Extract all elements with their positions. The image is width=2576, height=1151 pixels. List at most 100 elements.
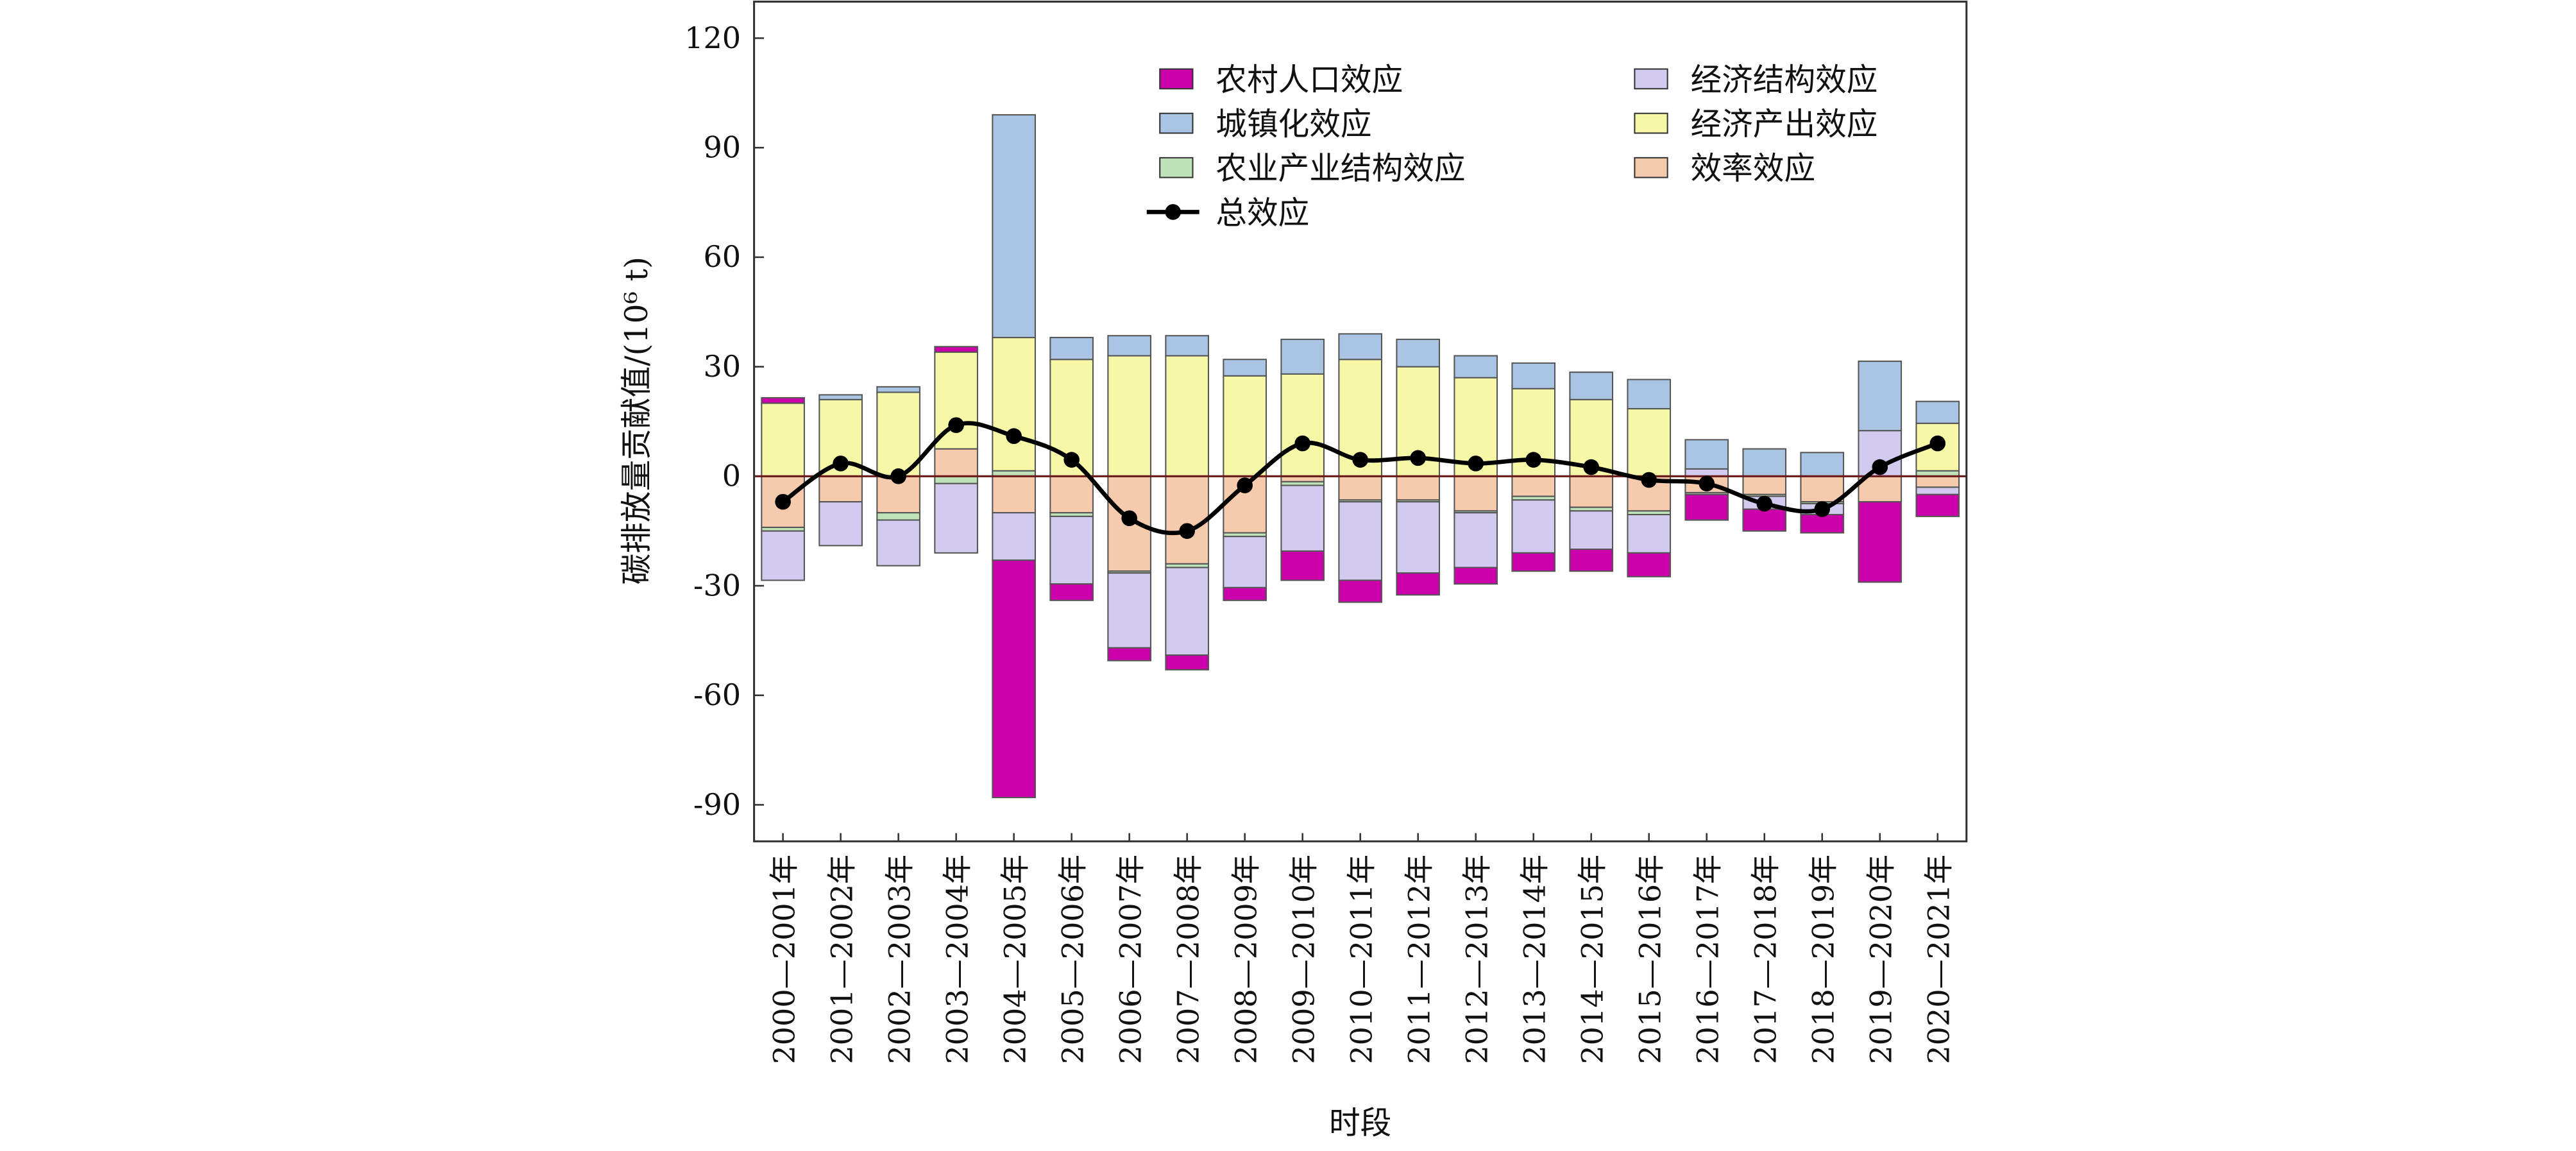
total-marker [1699, 475, 1715, 491]
bar-segment [1742, 508, 1787, 532]
total-marker [1237, 477, 1253, 493]
y-tick-label: 30 [703, 349, 741, 384]
x-tick-label: 2007—2008年 [1171, 855, 1206, 1064]
bar-segment [1800, 452, 1845, 477]
bar-segment [1165, 654, 1209, 670]
bar-segment [1396, 475, 1441, 501]
legend-label: 农村人口效应 [1216, 62, 1403, 98]
x-tick-label: 2009—2010年 [1287, 855, 1321, 1064]
bar-segment [1627, 552, 1672, 577]
bar-segment [1858, 501, 1902, 583]
bar-segment [1453, 512, 1498, 568]
bar-segment [1280, 338, 1325, 375]
total-marker [775, 493, 791, 510]
legend-swatch [1634, 68, 1668, 90]
total-marker [1756, 495, 1773, 512]
bar-segment [1684, 439, 1729, 470]
bar-segment [1800, 475, 1845, 503]
x-tick-label: 2011—2012年 [1402, 855, 1437, 1064]
total-marker [833, 456, 849, 472]
bar-segment [1049, 475, 1094, 514]
total-marker [1641, 472, 1657, 488]
bar-segment [1338, 501, 1383, 581]
x-tick-label: 2001—2002年 [825, 855, 860, 1064]
total-marker [1294, 435, 1310, 452]
bar-segment [934, 482, 978, 554]
x-tick-label: 2018—2019年 [1806, 855, 1841, 1064]
x-tick-label: 2014—2015年 [1575, 855, 1610, 1064]
bar-segment [1107, 355, 1151, 477]
bar-segment [761, 530, 805, 581]
bar-segment [876, 386, 920, 393]
bar-segment [1915, 493, 1960, 517]
bar-segment [1453, 567, 1498, 585]
y-tick-label: 120 [684, 21, 741, 55]
bar-segment [992, 114, 1036, 339]
y-tick-label: -30 [693, 568, 741, 602]
bar-segment [1915, 475, 1960, 488]
bar-segment [1858, 361, 1902, 432]
bar-segment [992, 475, 1036, 514]
total-marker [1006, 428, 1022, 445]
bar-segment [1223, 586, 1267, 601]
y-tick-label: 0 [722, 459, 741, 493]
bar-segment [818, 394, 863, 400]
bar-segment [1915, 400, 1960, 424]
bar-segment [1453, 475, 1498, 512]
bar-segment [1165, 335, 1209, 357]
x-tick-label: 2016—2017年 [1691, 855, 1725, 1064]
total-marker [1468, 456, 1484, 472]
x-tick-label: 2010—2011年 [1344, 855, 1379, 1064]
bar-segment [1915, 486, 1960, 495]
y-tick-label: -90 [693, 787, 741, 822]
bar-segment [1280, 373, 1325, 477]
x-tick-label: 2017—2018年 [1749, 855, 1783, 1064]
total-marker [1410, 450, 1426, 466]
plot-frame [753, 1, 1968, 842]
y-tick-label: 90 [703, 130, 741, 165]
bar-segment [1338, 475, 1383, 501]
bar-segment [1800, 514, 1845, 534]
total-marker [1063, 452, 1080, 468]
total-marker [1929, 435, 1946, 452]
y-tick-label: -60 [693, 678, 741, 712]
bar-segment [1223, 536, 1267, 588]
x-tick-label: 2005—2006年 [1056, 855, 1090, 1064]
bar-segment [1742, 475, 1787, 495]
bar-segment [1453, 355, 1498, 379]
bar-segment [1223, 375, 1267, 477]
x-tick-label: 2002—2003年 [883, 855, 917, 1064]
bar-segment [1107, 572, 1151, 649]
total-marker [1872, 459, 1888, 475]
total-marker [1352, 452, 1368, 468]
legend-swatch [1159, 112, 1194, 134]
total-marker [1121, 510, 1137, 527]
bar-segment [1165, 567, 1209, 656]
x-tick-label: 2015—2016年 [1633, 855, 1668, 1064]
bar-segment [1223, 359, 1267, 377]
bar-segment [1511, 552, 1556, 572]
total-marker [1814, 501, 1831, 517]
bar-segment [934, 475, 978, 484]
bar-segment [934, 346, 978, 353]
bar-segment [934, 448, 978, 477]
legend-label: 城镇化效应 [1216, 107, 1371, 142]
legend-swatch [1634, 157, 1668, 178]
bar-segment [992, 559, 1036, 799]
bar-segment [1107, 335, 1151, 357]
total-marker [1583, 459, 1600, 475]
y-tick-label: 60 [703, 239, 741, 274]
bar-segment [1627, 379, 1672, 410]
bar-segment [1165, 475, 1209, 565]
bar-segment [1627, 408, 1672, 477]
bar-segment [1280, 484, 1325, 552]
x-tick-label: 2006—2007年 [1114, 855, 1148, 1064]
legend-label: 经济结构效应 [1690, 62, 1877, 98]
bar-segment [1396, 572, 1441, 596]
bar-segment [1049, 583, 1094, 601]
bar-segment [992, 512, 1036, 561]
bar-segment [761, 402, 805, 477]
bar-segment [1569, 371, 1614, 400]
x-tick-label: 2003—2004年 [940, 855, 975, 1064]
